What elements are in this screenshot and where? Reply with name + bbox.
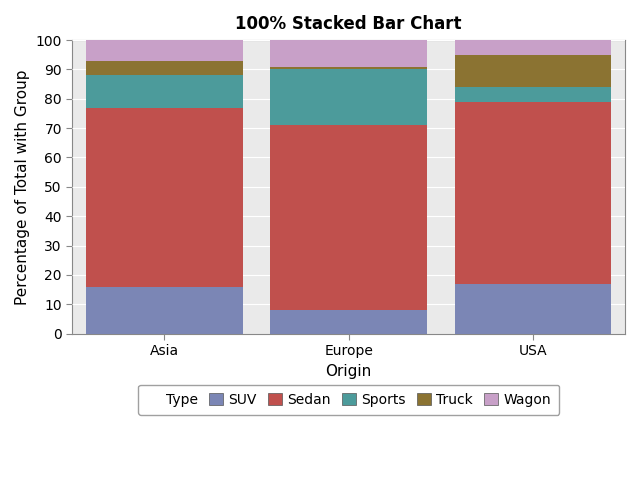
Title: 100% Stacked Bar Chart: 100% Stacked Bar Chart <box>236 15 462 33</box>
Bar <box>86 60 243 75</box>
Bar <box>86 108 243 287</box>
Bar <box>270 40 427 67</box>
Bar <box>270 125 427 310</box>
Bar <box>270 310 427 334</box>
Bar <box>454 40 611 55</box>
Bar <box>86 75 243 108</box>
Bar <box>454 102 611 284</box>
Bar <box>86 40 243 60</box>
Y-axis label: Percentage of Total with Group: Percentage of Total with Group <box>15 69 30 305</box>
X-axis label: Origin: Origin <box>326 363 372 379</box>
Bar <box>270 70 427 125</box>
Bar <box>454 284 611 334</box>
Bar <box>454 87 611 102</box>
Bar <box>270 67 427 70</box>
Bar <box>454 55 611 87</box>
Legend: Type, SUV, Sedan, Sports, Truck, Wagon: Type, SUV, Sedan, Sports, Truck, Wagon <box>138 384 559 415</box>
Bar <box>86 287 243 334</box>
